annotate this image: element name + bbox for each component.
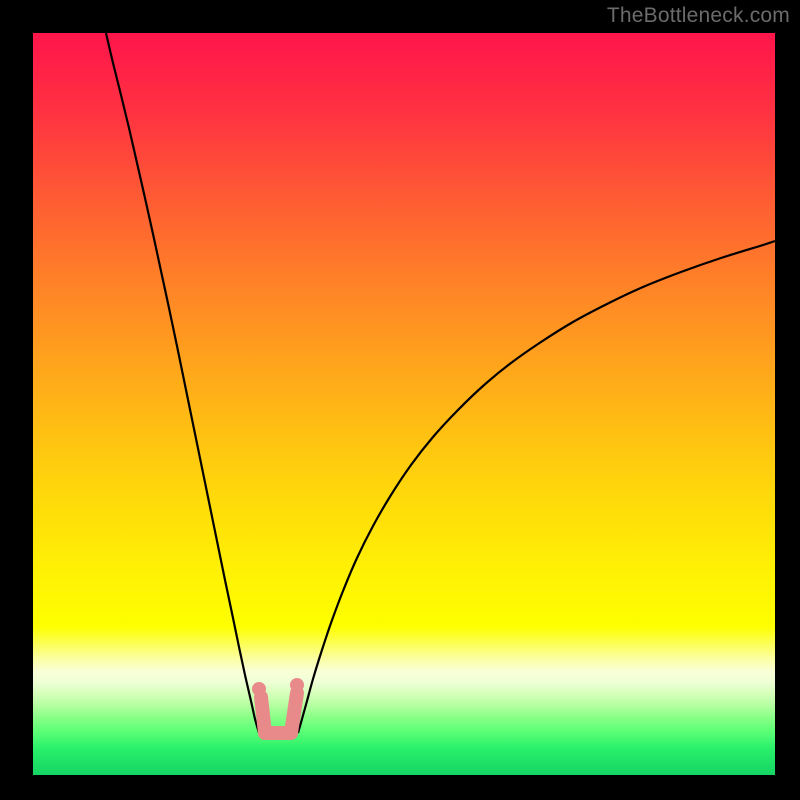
highlight-dot [290, 678, 304, 692]
watermark-text: TheBottleneck.com [607, 4, 790, 28]
highlight-dot [252, 682, 266, 696]
left-curve [106, 33, 259, 733]
curve-layer [33, 33, 775, 775]
highlight-segment [291, 693, 297, 733]
right-curve [298, 241, 775, 733]
chart-area [33, 33, 775, 775]
